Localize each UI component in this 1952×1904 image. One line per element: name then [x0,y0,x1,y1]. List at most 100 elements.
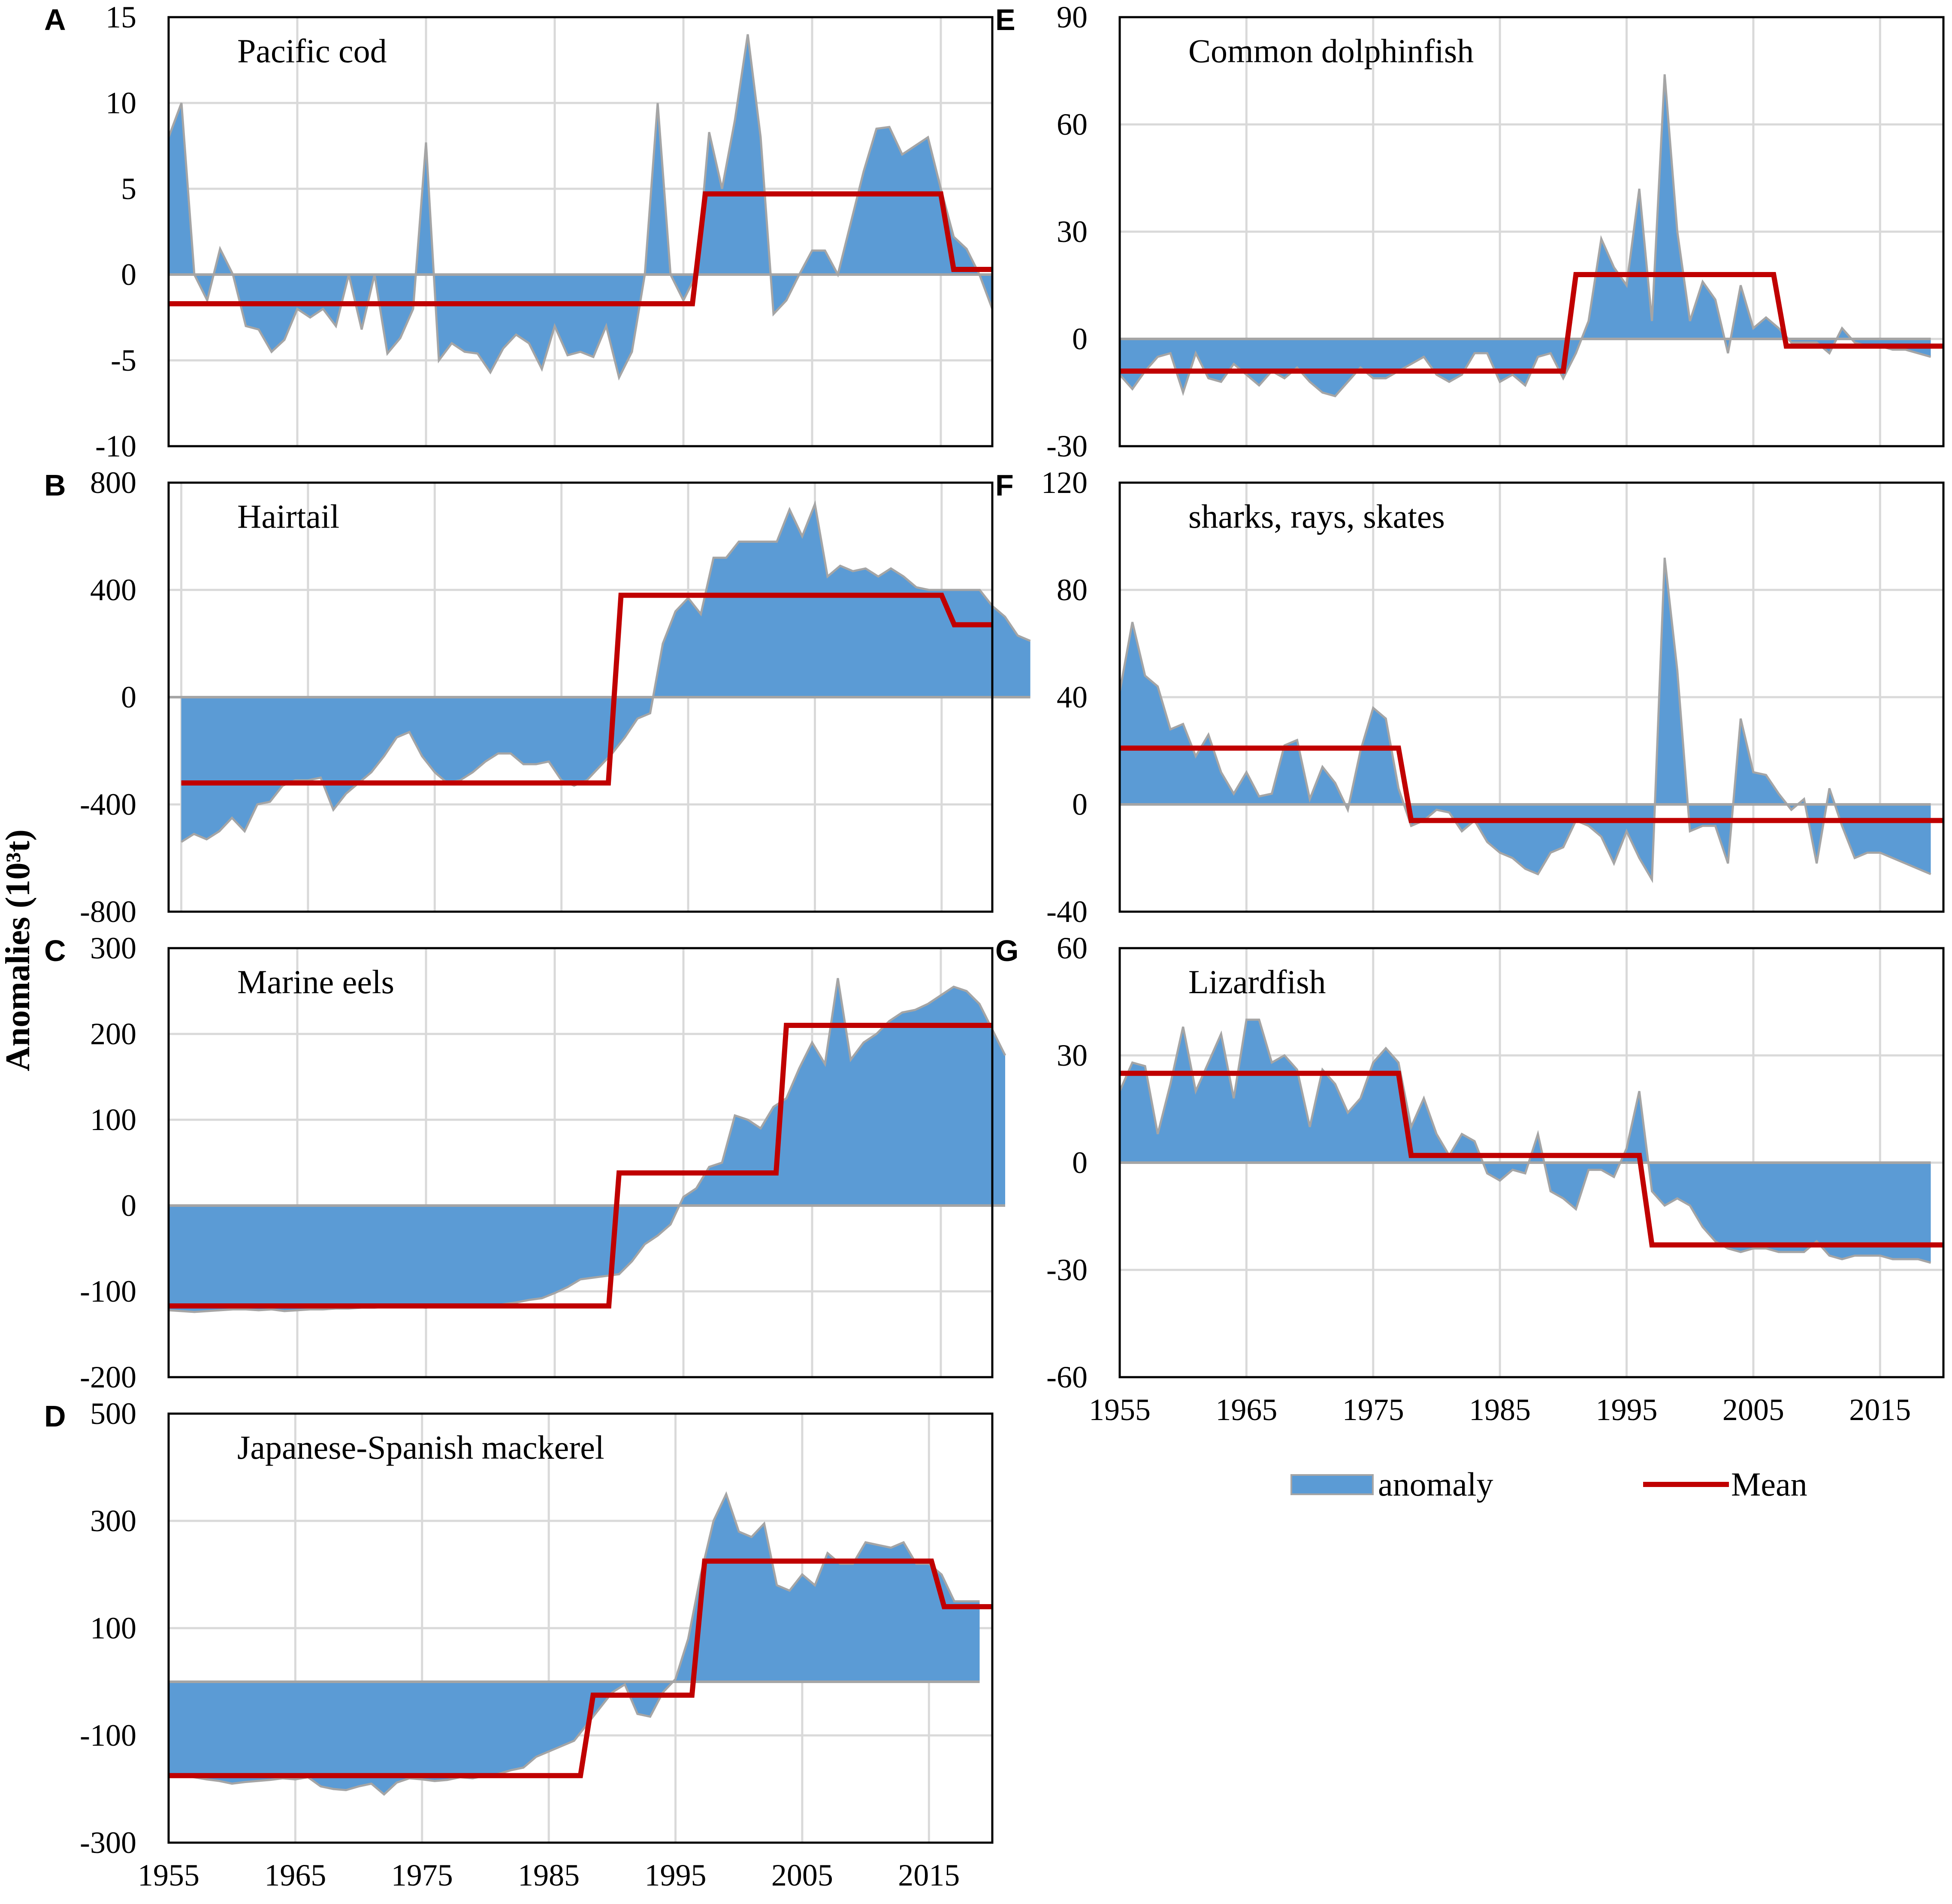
legend: anomaly Mean [1290,1466,1807,1503]
panel-letter: C [44,934,66,967]
mean-line [1120,1070,1943,1248]
y-tick-label: 300 [90,931,136,965]
x-tick-label: 1975 [391,1858,453,1892]
y-tick-label: 10 [106,86,136,120]
anomaly-area [169,34,992,378]
x-tick-label: 1995 [645,1858,707,1892]
y-tick-label: 40 [1057,680,1088,714]
panel-g: -60 -30 0 30 60 1955 1965 1975 1985 1995 2005 2015 L… [995,931,1945,1427]
y-tick-label: 100 [90,1611,136,1645]
y-tick-label: -400 [80,787,136,822]
plot-frame [1118,481,1945,913]
x-tick-label: 2015 [898,1858,960,1892]
mean-line [169,1023,992,1309]
panel-title: sharks, rays, skates [1188,498,1445,535]
panel-title: Marine eels [237,963,394,1000]
y-tick-label: 120 [1041,465,1088,500]
panel-title: Japanese-Spanish mackerel [237,1429,604,1466]
x-tick-label: 1965 [1215,1393,1277,1427]
y-tick-label: 5 [121,172,136,206]
panel-title: Common dolphinfish [1188,32,1474,70]
anomaly-outline [1119,74,1931,398]
y-tick-label: -10 [95,429,136,463]
y-tick-label: 30 [1057,215,1088,249]
x-tick-label: 2005 [771,1858,833,1892]
mean-line [169,191,992,306]
panel-b: -800 -400 0 400 800 Hairtail B [44,465,1031,929]
y-tick-label: -800 [80,895,136,929]
panel-c: -200 -100 0 100 200 300 Marine eels C [44,931,1006,1394]
mean-line [1120,272,1943,374]
x-tick-label: 1955 [138,1858,199,1892]
y-tick-label: 80 [1057,573,1088,607]
y-tick-label: 60 [1057,931,1088,965]
anomaly-area [169,1494,980,1795]
panel-title: Hairtail [237,498,339,535]
mean-line [1120,745,1943,823]
anomaly-area [169,978,1005,1312]
plot-frame [167,481,994,913]
anomaly-outline [167,34,994,381]
panel-title: Pacific cod [237,32,387,70]
plot-frame [167,947,994,1378]
y-tick-label: 0 [121,1188,136,1223]
panel-a: -10 -5 0 5 10 15 Pacific cod A [44,0,994,463]
y-tick-label: 300 [90,1504,136,1538]
x-tick-label: 1955 [1089,1393,1151,1427]
y-tick-label: 30 [1057,1038,1088,1073]
anomaly-area [1120,1019,1931,1263]
y-tick-label: -30 [1046,429,1088,463]
y-tick-label: -30 [1046,1253,1088,1287]
plot-frame [167,16,994,447]
plot-frame [167,1412,994,1844]
y-tick-label: -60 [1046,1360,1088,1394]
plot-frame [1118,947,1945,1378]
panel-letter: D [44,1399,66,1433]
panel-letter: A [44,3,66,36]
mean-line [181,592,992,786]
plot-frame [1118,16,1945,447]
panel-f: -40 0 40 80 120 sharks, rays, skates F [995,465,1945,929]
x-tick-label: 1965 [264,1858,326,1892]
x-tick-label: 1975 [1342,1393,1404,1427]
anomaly-outline [1118,1018,1931,1264]
mean-line [169,1558,992,1778]
legend-mean-label: Mean [1731,1466,1807,1503]
y-tick-label: 15 [106,0,136,34]
anomaly-area [181,504,1030,842]
y-tick-label: 0 [1072,322,1088,356]
x-tick-label: 1985 [1469,1393,1531,1427]
y-tick-label: -100 [80,1274,136,1309]
x-tick-label: 1985 [518,1858,580,1892]
anomaly-area [1120,558,1931,879]
y-tick-label: 60 [1057,107,1088,142]
y-tick-label: 800 [90,465,136,500]
legend-anomaly-swatch [1290,1474,1374,1495]
y-tick-label: -5 [111,343,136,378]
y-tick-label: 0 [121,680,136,714]
y-tick-label: -100 [80,1718,136,1753]
panel-d: -300 -100 100 300 500 1955 1965 1975 1985 1995 200… [44,1396,994,1892]
y-tick-label: 0 [121,257,136,292]
panel-letter: B [44,468,66,502]
y-tick-label: 400 [90,573,136,607]
x-tick-label: 1995 [1596,1393,1658,1427]
y-axis-label: Anomalies (10³t) [0,829,37,1071]
y-tick-label: 90 [1057,0,1088,34]
panel-letter: F [995,468,1014,502]
legend-anomaly-label: anomaly [1378,1466,1493,1503]
y-tick-label: 0 [1072,1145,1088,1180]
y-tick-label: 0 [1072,787,1088,822]
panel-letter: G [995,934,1018,967]
y-tick-label: 200 [90,1017,136,1051]
y-tick-label: -40 [1046,895,1088,929]
panel-title: Lizardfish [1188,963,1326,1000]
y-tick-label: -200 [80,1360,136,1394]
y-tick-label: -300 [80,1825,136,1860]
y-tick-label: 100 [90,1103,136,1137]
x-tick-label: 2005 [1722,1393,1784,1427]
panel-e: -30 0 30 60 90 Common dolphinfish E [995,0,1945,463]
anomaly-outline [168,978,1006,1313]
